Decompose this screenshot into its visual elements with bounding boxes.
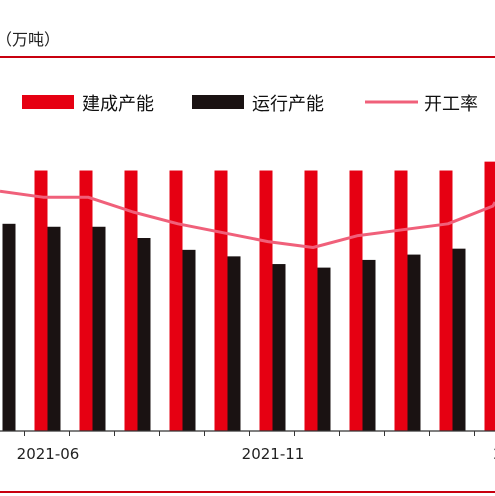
bar-built-3 <box>124 170 138 431</box>
bar-built-6 <box>259 170 273 431</box>
legend: 建成产能 运行产能 开工率 <box>22 94 478 115</box>
bar-running-2 <box>92 226 106 431</box>
bar-built-1 <box>34 170 48 431</box>
legend-label-rate: 开工率 <box>424 94 478 115</box>
plot-area: 2021-06 2021-11 2 <box>0 161 495 463</box>
bar-running-5 <box>227 256 241 431</box>
bar-built-11 <box>484 161 495 431</box>
bar-running-6 <box>272 264 286 431</box>
x-tick-label-0: 2021-06 <box>17 445 80 463</box>
bar-running-8 <box>362 259 376 431</box>
bar-running-3 <box>137 238 151 431</box>
bar-built-4 <box>169 170 183 431</box>
legend-label-running: 运行产能 <box>252 94 324 115</box>
bar-running-7 <box>317 267 331 431</box>
x-tick-label-1: 2021-11 <box>242 445 305 463</box>
bar-built-8 <box>349 170 363 431</box>
bar-built-9 <box>394 170 408 431</box>
rate-line <box>0 189 495 249</box>
bar-built-5 <box>214 170 228 431</box>
legend-swatch-running <box>192 95 244 109</box>
bar-built-2 <box>79 170 93 431</box>
bar-built-7 <box>304 170 318 431</box>
bar-running-10 <box>452 248 466 431</box>
bar-running-9 <box>407 254 421 431</box>
bar-running-4 <box>182 249 196 431</box>
x-tick-label-2: 2 <box>493 445 495 463</box>
bar-built-10 <box>439 170 453 431</box>
bar-running-1 <box>47 226 61 431</box>
legend-label-built: 建成产能 <box>82 94 154 115</box>
bar-running-0 <box>2 223 16 431</box>
legend-swatch-built <box>22 95 74 109</box>
unit-label: （万吨） <box>0 30 60 49</box>
